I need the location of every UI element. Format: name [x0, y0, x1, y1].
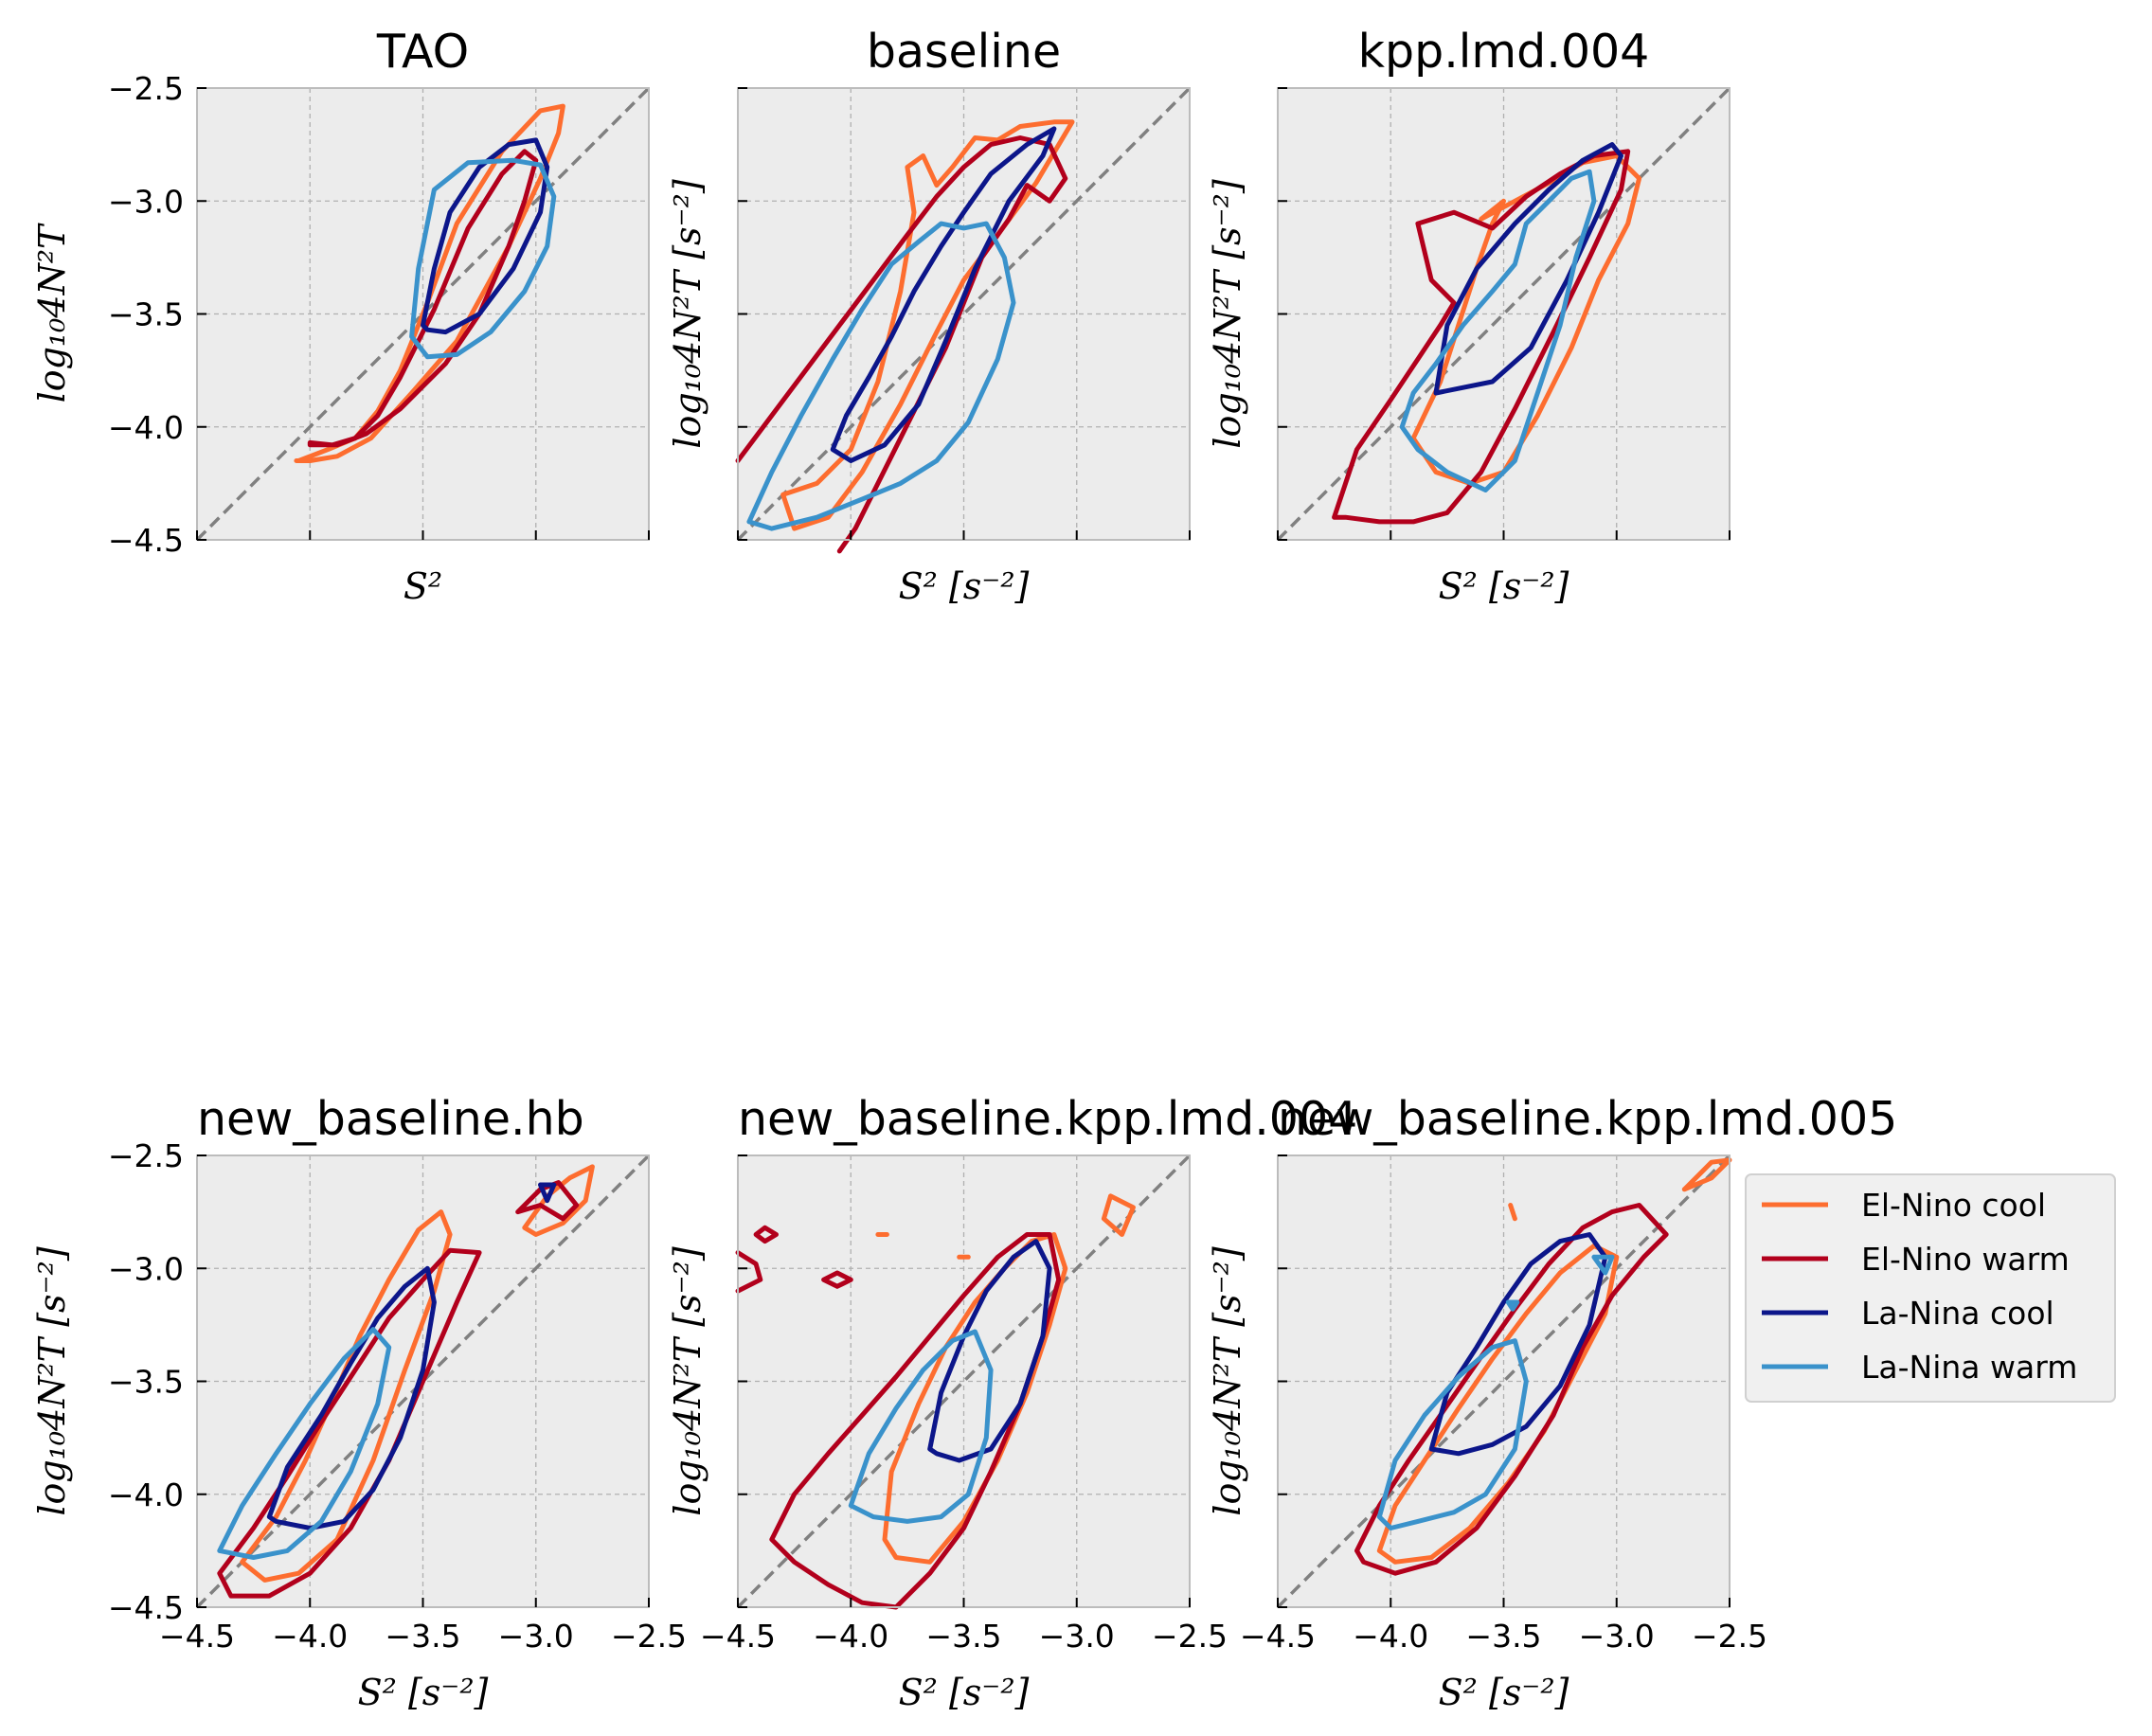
x-tick-label: −4.5: [159, 1618, 235, 1655]
diagonal-reference-line: [195, 86, 651, 542]
contour-el-nino-cool: [882, 1232, 1068, 1565]
contour-la-nina-warm: [1376, 1338, 1529, 1530]
x-tick-label: −3.5: [385, 1618, 460, 1655]
contour-la-nina-warm: [1591, 1254, 1615, 1276]
y-tick-label: −2.5: [108, 1137, 184, 1174]
legend-entry: El-Nino cool: [1861, 1187, 2046, 1224]
panel-5: −4.5 −4.0 −3.5 −3.0 −2.5 new_baseline.kpp.lmd…: [667, 1092, 1357, 1713]
legend-entry: La-Nina warm: [1861, 1349, 2077, 1386]
x-tick-label: −3.0: [1039, 1618, 1115, 1655]
legend: El-Nino cool El-Nino warm La-Nina cool La-N…: [1745, 1173, 2116, 1403]
panel-title: kpp.lmd.004: [1358, 25, 1650, 79]
contour-la-nina-warm: [217, 1327, 392, 1560]
contour-el-nino-cool: [294, 103, 565, 463]
x-tick-label: −3.0: [1579, 1618, 1655, 1655]
contour-el-nino-cool: [1410, 153, 1642, 486]
contour-la-nina-cool: [538, 1182, 557, 1204]
y-axis-label: log₁₀4N²T [s⁻²]: [667, 1246, 708, 1516]
x-axis-label: S² [s⁻²]: [358, 1672, 489, 1713]
x-tick-label: −4.0: [1353, 1618, 1428, 1655]
panel-3: kpp.lmd.004 S² [s⁻²] log₁₀4N²T [s⁻²]: [1207, 25, 1731, 607]
y-tick-label: −3.0: [108, 183, 184, 220]
panel-6: −4.5 −4.0 −3.5 −3.0 −2.5 new_baseline.kpp.lmd…: [1207, 1092, 1897, 1713]
x-tick-label: −4.5: [1240, 1618, 1316, 1655]
diagonal-reference-line: [736, 86, 1192, 542]
y-axis-label: log₁₀4N²T [s⁻²]: [1207, 1246, 1248, 1516]
x-axis-label: S² [s⁻²]: [1439, 1672, 1569, 1713]
contour-la-nina-warm: [409, 157, 557, 360]
legend-entry: La-Nina cool: [1861, 1295, 2054, 1332]
contour-el-nino-cool: [1376, 1243, 1620, 1565]
y-tick-label: −3.0: [108, 1250, 184, 1287]
contour-la-nina-cool: [1428, 1232, 1608, 1457]
y-axis-label: log₁₀4N²T: [31, 223, 73, 403]
y-axis-label: log₁₀4N²T [s⁻²]: [31, 1246, 73, 1516]
y-tick-label: −2.5: [108, 70, 184, 107]
contour-la-nina-cool: [1433, 142, 1623, 396]
x-tick-label: −2.5: [611, 1618, 687, 1655]
y-tick-label: −4.5: [108, 522, 184, 559]
contour-la-nina-warm: [746, 221, 1016, 531]
contour-el-nino-warm: [753, 1225, 779, 1244]
diagonal-reference-line: [1276, 1154, 1731, 1609]
contour-el-nino-cool: [1508, 1203, 1517, 1222]
x-tick-label: −3.0: [498, 1618, 574, 1655]
panel-title: new_baseline.kpp.lmd.005: [1278, 1092, 1897, 1146]
contour-el-nino-cool: [1101, 1193, 1136, 1237]
legend-entry: El-Nino warm: [1861, 1241, 2070, 1278]
panel-2: baseline S² [s⁻²] log₁₀4N²T [s⁻²]: [667, 25, 1192, 607]
x-tick-label: −4.0: [813, 1618, 888, 1655]
x-axis-label: S² [s⁻²]: [1439, 565, 1569, 607]
contour-la-nina-cool: [830, 126, 1057, 463]
contour-el-nino-warm: [1354, 1203, 1669, 1576]
x-tick-label: −4.5: [700, 1618, 776, 1655]
diagonal-reference-line: [195, 1154, 651, 1609]
y-tick-label: −4.0: [108, 409, 184, 446]
panel-title: new_baseline.hb: [197, 1092, 584, 1146]
contour-el-nino-warm: [769, 1232, 1062, 1610]
x-tick-label: −2.5: [1692, 1618, 1767, 1655]
contour-el-nino-warm: [735, 1250, 763, 1294]
contour-el-nino-warm: [217, 1247, 482, 1599]
x-tick-label: −3.5: [1465, 1618, 1541, 1655]
panel-title: new_baseline.kpp.lmd.004: [738, 1092, 1357, 1146]
panel-title: TAO: [376, 25, 469, 79]
x-axis-label: S² [s⁻²]: [899, 1672, 1030, 1713]
x-axis-label: S²: [404, 565, 442, 607]
contour-la-nina-warm: [1505, 1299, 1520, 1312]
contour-la-nina-cool: [421, 137, 550, 335]
panel-4: −2.5 −3.0 −3.5 −4.0 −4.5−4.5 −4.0 −3.5 −3.0 −2.5…: [31, 1092, 687, 1713]
x-tick-label: −4.0: [272, 1618, 348, 1655]
contour-la-nina-warm: [848, 1329, 994, 1524]
x-axis-label: S² [s⁻²]: [899, 565, 1030, 607]
panel-1: −2.5 −3.0 −3.5 −4.0 −4.5 TAO S² log₁₀4N²T: [31, 25, 651, 607]
y-tick-label: −4.0: [108, 1476, 184, 1513]
y-axis-label: log₁₀4N²T [s⁻²]: [1207, 179, 1248, 449]
contour-la-nina-warm: [1399, 169, 1597, 492]
x-tick-label: −3.5: [925, 1618, 1001, 1655]
y-tick-label: −3.5: [108, 296, 184, 333]
legend-box: [1745, 1173, 2116, 1403]
x-tick-label: −2.5: [1152, 1618, 1228, 1655]
contour-el-nino-warm: [821, 1270, 853, 1289]
contour-el-nino-cool: [780, 119, 1075, 531]
contour-la-nina-cool: [266, 1265, 437, 1530]
panel-title: baseline: [867, 25, 1061, 79]
contour-el-nino-warm: [307, 149, 539, 448]
y-tick-label: −3.5: [108, 1364, 184, 1401]
y-tick-label: −4.5: [108, 1589, 184, 1626]
y-axis-label: log₁₀4N²T [s⁻²]: [667, 179, 708, 449]
